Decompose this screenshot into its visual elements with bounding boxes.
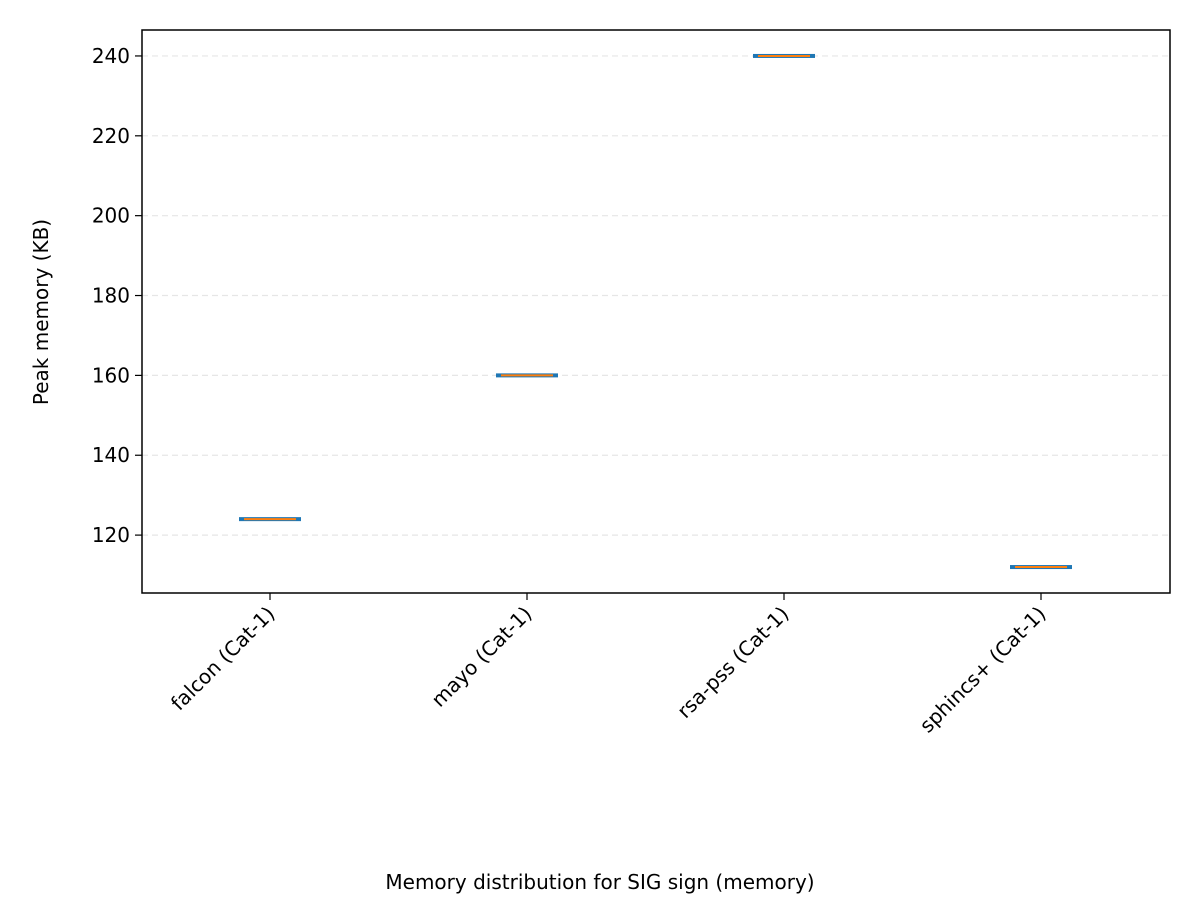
x-axis: falcon (Cat-1) mayo (Cat-1) rsa-pss (Cat-1…	[166, 593, 1051, 737]
y-tick-label: 160	[92, 363, 130, 387]
boxes	[239, 53, 1072, 570]
x-tick-label: sphincs+ (Cat-1)	[915, 602, 1051, 738]
y-tick-label: 120	[92, 523, 130, 547]
x-tick-label: falcon (Cat-1)	[166, 602, 280, 716]
y-tick-label: 240	[92, 44, 130, 68]
gridlines	[142, 55, 1170, 536]
x-tick-label: mayo (Cat-1)	[426, 602, 536, 712]
y-tick-label: 200	[92, 204, 130, 228]
plot-frame	[141, 29, 1171, 594]
x-axis-title: Memory distribution for SIG sign (memory…	[385, 870, 814, 894]
x-tick-label: rsa-pss (Cat-1)	[672, 602, 793, 723]
y-tick-label: 140	[92, 443, 130, 467]
y-axis-title: Peak memory (KB)	[29, 219, 53, 405]
y-tick-label: 220	[92, 124, 130, 148]
y-axis: 120 140 160 180 200 220 240	[92, 44, 142, 547]
y-tick-label: 180	[92, 284, 130, 308]
